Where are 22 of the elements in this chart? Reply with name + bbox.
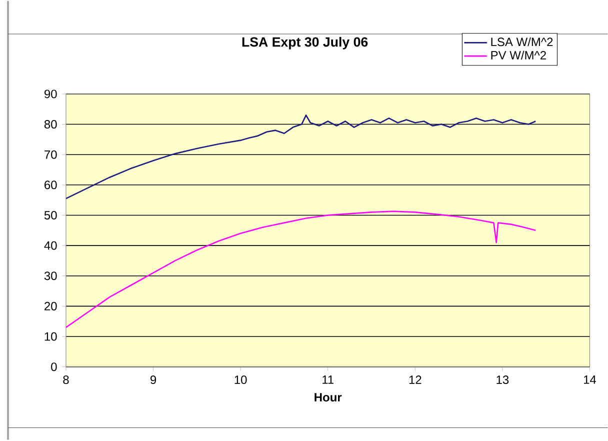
x-axis-title: Hour xyxy=(314,393,342,402)
x-tick-label: 10 xyxy=(234,376,247,384)
x-tick-label: 8 xyxy=(63,376,69,384)
x-tick-label: 13 xyxy=(496,376,509,384)
x-tick-label: 9 xyxy=(150,376,156,384)
y-tick-label: 80 xyxy=(44,120,57,129)
y-tick-label: 0 xyxy=(51,362,57,372)
line-series xyxy=(66,114,536,200)
y-tick-label: 10 xyxy=(44,332,57,341)
y-tick-label: 60 xyxy=(44,180,57,190)
chart-title: LSA Expt 30 July 06 xyxy=(242,37,368,50)
y-tick-label: 70 xyxy=(44,150,57,159)
y-tick-label: 50 xyxy=(44,211,57,220)
y-tick-label: 30 xyxy=(44,272,57,280)
y-tick-label: 20 xyxy=(44,302,57,311)
legend-label: LSA W/M^2 xyxy=(491,37,553,46)
x-tick-label: 14 xyxy=(584,376,596,384)
y-tick-label: 90 xyxy=(44,90,57,98)
x-tick-label: 12 xyxy=(409,376,422,384)
legend-label: PV W/M^2 xyxy=(491,50,546,60)
y-tick-label: 40 xyxy=(44,241,57,250)
x-tick-label: 11 xyxy=(322,376,334,384)
